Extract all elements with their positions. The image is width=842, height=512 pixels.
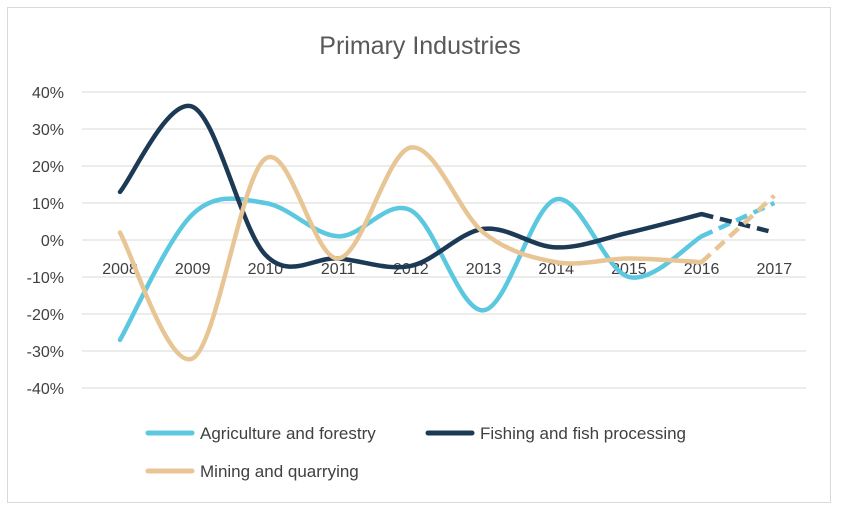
y-tick-label: 40%	[32, 85, 64, 102]
legend: Agriculture and forestry Fishing and fish…	[145, 424, 686, 481]
y-tick-label: 20%	[32, 159, 64, 176]
series-line-projected	[701, 211, 775, 235]
chart-title: Primary Industries	[319, 32, 520, 60]
y-tick-label: 30%	[32, 122, 64, 139]
series-line	[117, 103, 704, 270]
legend-label: Mining and quarrying	[200, 462, 359, 481]
x-tick-label: 2010	[248, 261, 284, 278]
series-line-projected	[700, 193, 776, 264]
y-tick-label: -30%	[27, 344, 64, 361]
x-tick-label: 2013	[466, 261, 502, 278]
y-tick-label: 0%	[41, 233, 64, 250]
legend-label: Fishing and fish processing	[480, 424, 686, 443]
chart-frame	[7, 7, 831, 503]
x-tick-label: 2008	[102, 261, 138, 278]
y-tick-label: -40%	[27, 381, 64, 398]
x-tick-label: 2016	[684, 261, 720, 278]
y-tick-label: 10%	[32, 196, 64, 213]
series-line-projected	[700, 200, 776, 239]
x-tick-label: 2011	[321, 261, 356, 278]
x-tick-label: 2009	[175, 261, 211, 278]
gridlines	[82, 91, 806, 389]
legend-label: Agriculture and forestry	[200, 424, 376, 443]
series-lines	[117, 103, 776, 362]
y-tick-label: -20%	[27, 307, 64, 324]
x-tick-label: 2017	[757, 261, 793, 278]
y-axis-tick-labels: 40% 30% 20% 10% 0% -10% -20% -30% -40%	[27, 85, 64, 398]
series-line	[117, 196, 704, 343]
y-tick-label: -10%	[27, 270, 64, 287]
series-line	[117, 145, 704, 362]
